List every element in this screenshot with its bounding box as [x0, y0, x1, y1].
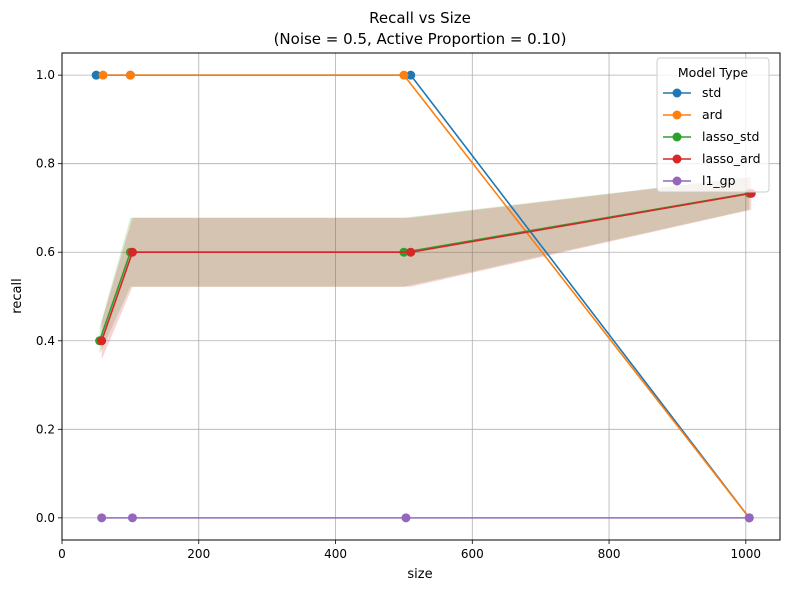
y-tick-label: 0.2 — [36, 422, 55, 436]
line-ard — [103, 74, 750, 519]
x-tick-label: 400 — [324, 547, 347, 561]
x-tick-label: 0 — [58, 547, 66, 561]
confidence-bands — [99, 176, 752, 360]
legend-marker-lasso_std — [672, 132, 682, 142]
axes: 0 200 400 600 800 1000 0.0 0.2 0.4 0.6 0.8 1.0 — [36, 52, 781, 561]
legend-label-std: std — [702, 85, 721, 100]
point-ard — [399, 70, 409, 80]
band-lasso_ard — [101, 176, 752, 360]
point-l1_gp — [127, 513, 137, 523]
x-tick-label: 600 — [461, 547, 484, 561]
point-std — [406, 70, 416, 80]
legend-marker-l1_gp — [672, 176, 682, 186]
legend-marker-std — [672, 88, 682, 98]
legend-entries: std ard lasso_std lasso_ard l1_gp — [663, 85, 761, 188]
chart-subtitle: (Noise = 0.5, Active Proportion = 0.10) — [274, 30, 567, 48]
legend-label-lasso_std: lasso_std — [702, 129, 759, 144]
legend-marker-ard — [672, 110, 682, 120]
point-lasso_ard — [127, 247, 137, 257]
x-axis-label: size — [407, 567, 432, 582]
point-l1_gp — [97, 513, 107, 523]
legend-label-lasso_ard: lasso_ard — [702, 151, 761, 166]
y-tick-label: 0.4 — [36, 334, 55, 348]
point-ard — [98, 70, 108, 80]
y-axis-label: recall — [10, 278, 25, 313]
point-ard — [125, 70, 135, 80]
line-lasso_ard — [100, 192, 752, 342]
plot-frame — [61, 52, 781, 541]
point-lasso_ard — [97, 336, 107, 346]
y-tick-label: 1.0 — [36, 68, 55, 82]
legend-marker-lasso_ard — [672, 154, 682, 164]
y-tick-label: 0.6 — [36, 245, 55, 259]
legend-label-l1_gp: l1_gp — [702, 173, 736, 188]
point-l1_gp — [401, 513, 411, 523]
series-lines — [91, 70, 756, 523]
point-l1_gp — [744, 513, 754, 523]
x-tick-label: 200 — [187, 547, 210, 561]
y-tick-label: 0.8 — [36, 157, 55, 171]
legend-title: Model Type — [678, 65, 749, 80]
chart-title: Recall vs Size — [369, 9, 471, 27]
x-tick-label: 1000 — [731, 547, 762, 561]
point-lasso_ard — [406, 247, 416, 257]
legend: Model Type std ard lasso_std lasso_ard l1_gp — [656, 57, 770, 193]
y-tick-label: 0.0 — [36, 511, 55, 525]
point-std — [91, 70, 101, 80]
line-std — [96, 74, 750, 519]
x-tick-label: 800 — [598, 547, 621, 561]
legend-label-ard: ard — [702, 107, 723, 122]
